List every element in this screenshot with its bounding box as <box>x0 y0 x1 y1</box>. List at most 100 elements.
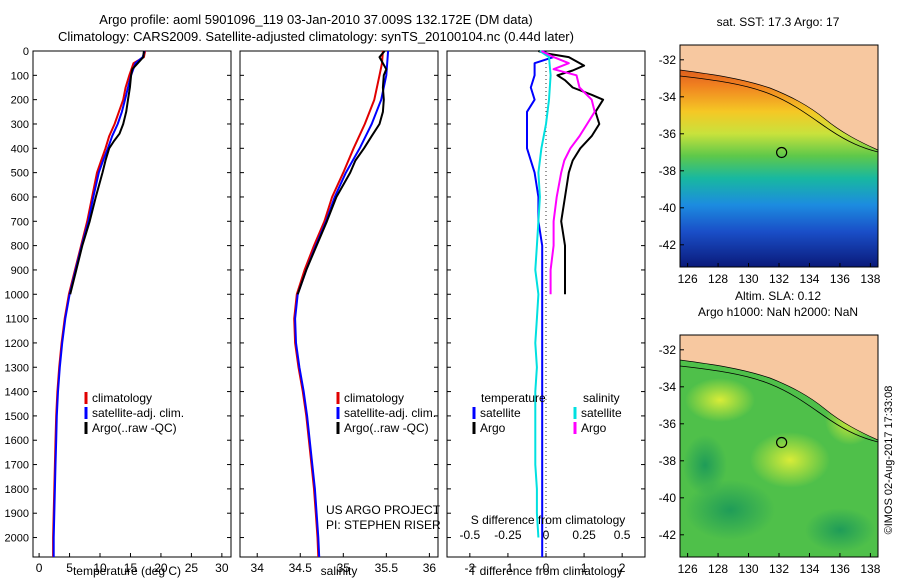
legend-label-argo: Argo(..raw -QC) <box>92 421 177 435</box>
y-tick-label: 1500 <box>5 411 29 423</box>
legend-label-s-argo: Argo <box>581 421 607 435</box>
x-tick-label: 30 <box>215 561 229 575</box>
x-tick-label: 10 <box>93 561 107 575</box>
lon-tick-label: 132 <box>769 272 789 286</box>
series-line-temperature-satellite <box>526 50 555 557</box>
lon-tick-label: 134 <box>799 562 819 576</box>
y-tick-label: 1400 <box>5 387 29 399</box>
y-tick-label: 1300 <box>5 362 29 374</box>
y-tick-label: 1100 <box>5 314 29 326</box>
imos-credit: ©IMOS 02-Aug-2017 17:33:08 <box>883 386 895 535</box>
lat-tick-label: -38 <box>659 164 677 178</box>
legend-label-t-argo: Argo <box>480 421 506 435</box>
y-tick-label: 0 <box>23 46 29 58</box>
s-tick-label: 0.25 <box>572 528 596 542</box>
sla-anomaly-low <box>685 480 775 540</box>
lat-tick-label: -38 <box>659 454 677 468</box>
lon-tick-label: 128 <box>708 562 728 576</box>
y-tick-label: 1900 <box>5 508 29 520</box>
legend-title-temperature: temperature <box>481 391 546 405</box>
legend-label-satellite-adj: satellite-adj. clim. <box>344 406 436 420</box>
figure-title-line1: Argo profile: aoml 5901096_119 03-Jan-20… <box>99 12 532 27</box>
lat-tick-label: -34 <box>659 380 677 394</box>
series-line-argo-raw-qc <box>296 50 388 295</box>
y-tick-label: 400 <box>11 143 29 155</box>
y-tick-label: 700 <box>11 216 29 228</box>
s-tick-label: -0.25 <box>494 528 522 542</box>
lon-tick-label: 128 <box>708 272 728 286</box>
land-mass <box>680 335 878 441</box>
pi-credit: PI: STEPHEN RISER <box>326 518 441 532</box>
lon-tick-label: 126 <box>678 272 698 286</box>
s-difference-axis-label: S difference from climatology <box>471 513 626 527</box>
legend-title-salinity: salinity <box>583 391 620 405</box>
difference-panel: -2 -1 0 1 2-0.5 -0.25 0 0.25 0.5 <box>447 50 645 575</box>
s-tick-label: 0.5 <box>614 528 631 542</box>
lat-tick-label: -36 <box>659 417 677 431</box>
lat-tick-label: -32 <box>659 343 677 357</box>
x-tick-label: -2 <box>465 561 476 575</box>
legend-label-satellite-adj: satellite-adj. clim. <box>92 406 184 420</box>
x-tick-label: 35 <box>337 561 351 575</box>
lat-tick-label: -36 <box>659 127 677 141</box>
x-tick-label: 34 <box>251 561 265 575</box>
series-line-argo-raw-qc <box>69 50 145 295</box>
lat-tick-label: -42 <box>659 528 677 542</box>
lon-tick-label: 126 <box>678 562 698 576</box>
x-tick-label: 15 <box>124 561 138 575</box>
x-tick-label: -1 <box>503 561 514 575</box>
legend-label-argo: Argo(..raw -QC) <box>344 421 429 435</box>
salinity-legend: climatology satellite-adj. clim. Argo(..… <box>336 391 436 435</box>
lat-tick-label: -32 <box>659 53 677 67</box>
legend-label-climatology: climatology <box>344 391 404 405</box>
figure-title-line2: Climatology: CARS2009. Satellite-adjuste… <box>58 29 574 44</box>
sst-map-axes: 126 128 130 132 134 136 138 -32 -34 -36 -38 -40 -42 <box>659 53 881 286</box>
x-tick-label: 0 <box>36 561 43 575</box>
y-tick-label: 1800 <box>5 484 29 496</box>
x-tick-label: 5 <box>66 561 73 575</box>
t-difference-x-axis-label: T difference from climatology <box>469 564 623 578</box>
x-tick-label: 2 <box>619 561 626 575</box>
sla-map-title-1: Altim. SLA: 0.12 <box>735 289 821 303</box>
temperature-panel: 0100200300400500600700800900100011001200… <box>5 46 231 575</box>
y-tick-label: 600 <box>11 192 29 204</box>
legend-label-t-satellite: satellite <box>480 406 521 420</box>
sla-anomaly-low <box>683 435 727 495</box>
lon-tick-label: 136 <box>830 562 850 576</box>
bathymetry-contour <box>680 365 878 443</box>
y-tick-label: 1600 <box>5 435 29 447</box>
salinity-panel: 34 34.5 35 35.5 36 <box>240 50 438 575</box>
temperature-legend: climatology satellite-adj. clim. Argo(..… <box>84 391 184 435</box>
argo-float-marker <box>776 436 788 449</box>
y-tick-label: 1200 <box>5 338 29 350</box>
y-tick-label: 200 <box>11 95 29 107</box>
sla-map <box>680 335 878 557</box>
lon-tick-label: 138 <box>860 562 880 576</box>
sla-anomaly-low <box>805 508 875 552</box>
x-tick-label: 34.5 <box>289 561 313 575</box>
difference-legend: temperature salinity satellite Argo sate… <box>472 391 622 435</box>
x-tick-label: 1 <box>581 561 588 575</box>
y-tick-label: 1000 <box>5 289 29 301</box>
s-tick-label: -0.5 <box>460 528 481 542</box>
land-mass <box>680 45 878 151</box>
y-tick-label: 800 <box>11 241 29 253</box>
temperature-panel-frame <box>32 50 232 558</box>
y-tick-label: 900 <box>11 265 29 277</box>
lon-tick-label: 130 <box>739 272 759 286</box>
legend-label-s-satellite: satellite <box>581 406 622 420</box>
x-tick-label: 25 <box>185 561 199 575</box>
y-tick-label: 1700 <box>5 460 29 472</box>
x-tick-label: 20 <box>154 561 168 575</box>
series-line-salinity-argo <box>540 50 596 295</box>
lon-tick-label: 134 <box>799 272 819 286</box>
y-tick-label: 300 <box>11 119 29 131</box>
x-tick-label: 0 <box>543 561 550 575</box>
sst-map-title: sat. SST: 17.3 Argo: 17 <box>717 15 840 29</box>
legend-label-climatology: climatology <box>92 391 152 405</box>
argo-float-marker <box>776 146 788 159</box>
y-tick-label: 500 <box>11 168 29 180</box>
series-line-salinity-satellite <box>534 50 552 538</box>
sst-map <box>680 45 878 267</box>
